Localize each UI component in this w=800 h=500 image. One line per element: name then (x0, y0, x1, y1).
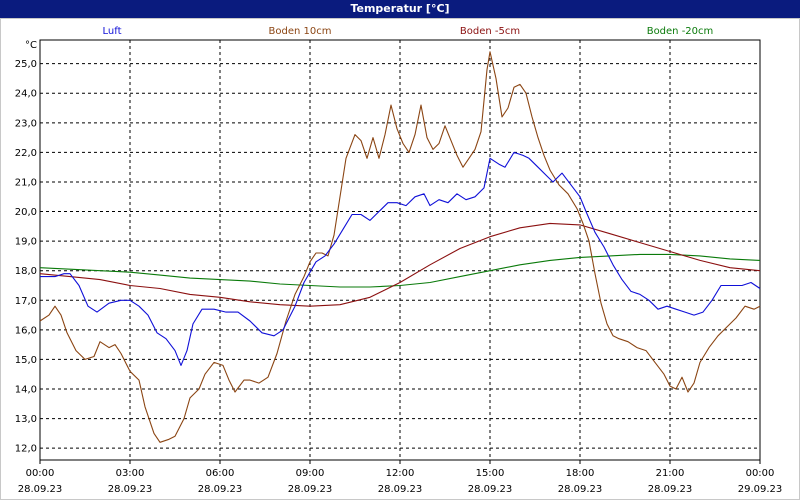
x-tick-date: 28.09.23 (108, 484, 153, 495)
legend-label: Boden -20cm (647, 26, 714, 37)
y-tick-label: 22,0 (15, 148, 37, 159)
y-tick-label: 13,0 (15, 414, 37, 425)
series-line-boden-5cm (39, 222, 761, 307)
x-tick-time: 09:00 (296, 468, 325, 479)
x-tick-time: 15:00 (476, 468, 505, 479)
x-tick-time: 18:00 (566, 468, 595, 479)
x-tick-date: 28.09.23 (288, 484, 333, 495)
x-tick-date: 29.09.23 (738, 484, 783, 495)
y-tick-label: 19,0 (15, 237, 37, 248)
series-line-boden-20cm (39, 253, 761, 288)
y-tick-label: 16,0 (15, 325, 37, 336)
chart-title: Temperatur [°C] (0, 0, 800, 18)
x-tick-time: 00:00 (746, 468, 775, 479)
legend-label: Luft (103, 26, 122, 37)
y-tick-label: 17,0 (15, 296, 37, 307)
x-tick-time: 06:00 (206, 468, 235, 479)
y-tick-label: 25,0 (15, 59, 37, 70)
x-tick-date: 28.09.23 (558, 484, 603, 495)
y-tick-label: 12,0 (15, 444, 37, 455)
series-line-boden-10cm (39, 51, 761, 443)
y-axis-label: °C (25, 40, 37, 51)
legend-label: Boden -5cm (460, 26, 520, 37)
x-tick-date: 28.09.23 (378, 484, 423, 495)
series-line-luft (40, 151, 761, 366)
x-tick-time: 03:00 (116, 468, 145, 479)
x-tick-date: 28.09.23 (468, 484, 513, 495)
x-tick-date: 28.09.23 (648, 484, 693, 495)
x-tick-time: 00:00 (26, 468, 55, 479)
y-tick-label: 21,0 (15, 177, 37, 188)
y-tick-label: 18,0 (15, 266, 37, 277)
x-tick-date: 28.09.23 (198, 484, 243, 495)
x-tick-time: 12:00 (386, 468, 415, 479)
x-tick-time: 21:00 (656, 468, 685, 479)
y-tick-label: 14,0 (15, 385, 37, 396)
y-tick-label: 23,0 (15, 118, 37, 129)
legend-label: Boden 10cm (269, 26, 332, 37)
y-tick-label: 20,0 (15, 207, 37, 218)
x-tick-date: 28.09.23 (18, 484, 63, 495)
y-tick-label: 15,0 (15, 355, 37, 366)
y-tick-label: 24,0 (15, 89, 37, 100)
